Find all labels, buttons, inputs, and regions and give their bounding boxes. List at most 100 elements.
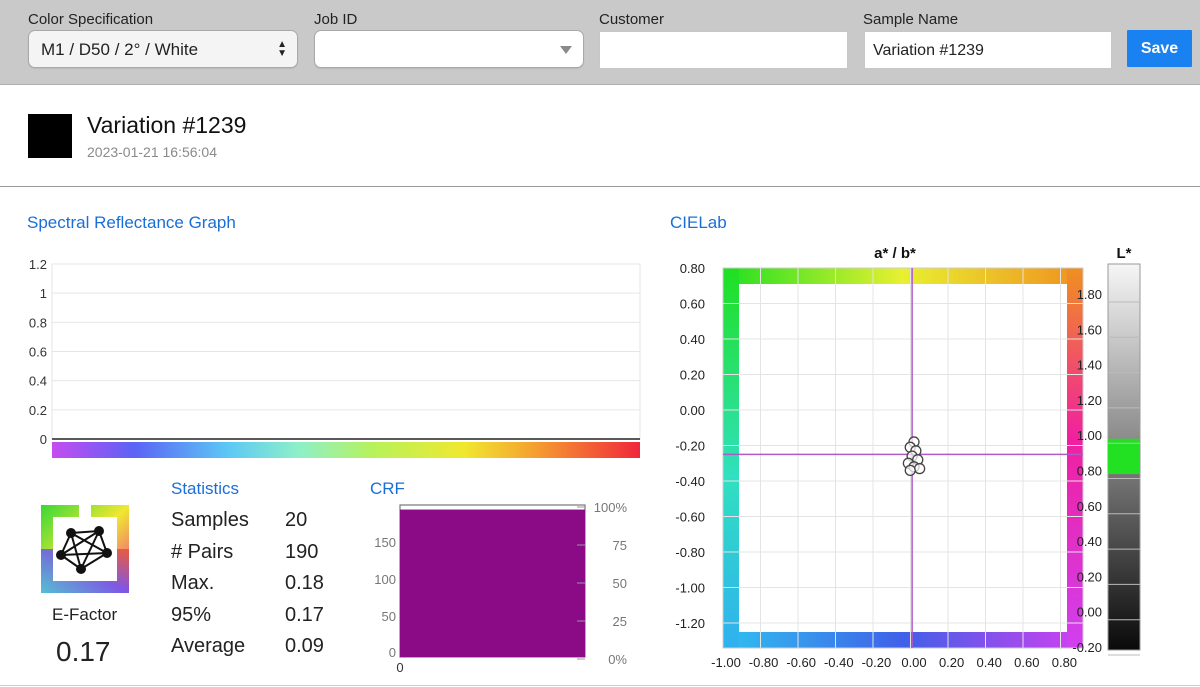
spectral-y-tick: 0.8	[29, 315, 47, 330]
ab-y-tick: -0.80	[675, 545, 705, 560]
l-tick: 1.60	[1077, 322, 1102, 337]
spectral-y-ticks: 1.2 1 0.8 0.6 0.4 0.2 0	[29, 257, 47, 447]
ab-data-point	[913, 462, 926, 475]
customer-input[interactable]	[599, 31, 848, 69]
ab-x-tick: 0.00	[901, 655, 926, 670]
ab-band-right	[1067, 268, 1083, 648]
color-swatch	[28, 114, 72, 158]
ab-x-tick: 0.40	[977, 655, 1002, 670]
chevron-down-icon	[560, 46, 572, 54]
l-tick: 0.80	[1077, 464, 1102, 479]
crf-left-tick: 100	[374, 572, 396, 587]
crf-right-tick: 50	[613, 576, 627, 591]
l-axis-title: L*	[1117, 245, 1132, 262]
ab-x-tick: 0.60	[1014, 655, 1039, 670]
l-tick: 1.00	[1077, 428, 1102, 443]
spectral-y-tick: 1.2	[29, 257, 47, 272]
ab-band-top	[723, 268, 1083, 284]
ab-frame	[722, 267, 1084, 649]
ab-y-tick: -0.40	[675, 474, 705, 489]
job-id-select[interactable]	[314, 30, 584, 68]
spectral-graph: 1.2 1 0.8 0.6 0.4 0.2 0	[29, 257, 641, 458]
ab-x-tick: 0.20	[939, 655, 964, 670]
spectral-y-tick: 0.2	[29, 403, 47, 418]
ab-axis-title: a* / b*	[874, 245, 916, 262]
spectral-y-tick: 0	[40, 432, 47, 447]
customer-label: Customer	[599, 11, 665, 28]
ab-x-tick: -0.60	[786, 655, 816, 670]
l-tick: 1.20	[1077, 393, 1102, 408]
crf-right-tick: 100%	[594, 500, 628, 515]
crf-right-tick: 75	[613, 538, 627, 553]
ab-x-tick: -0.40	[824, 655, 854, 670]
sample-timestamp: 2023-01-21 16:56:04	[87, 144, 217, 160]
cielab-title: CIELab	[670, 213, 727, 232]
ab-y-tick: 0.60	[680, 297, 705, 312]
stat-value: 0.09	[285, 635, 324, 657]
stat-label: 95%	[171, 603, 212, 626]
ab-plot-area	[739, 284, 1067, 632]
stat-label: Max.	[171, 572, 215, 594]
stat-label: Average	[171, 635, 246, 657]
divider	[0, 186, 1200, 187]
ab-x-tick: -0.80	[749, 655, 779, 670]
stat-value: 0.18	[285, 572, 324, 594]
l-tick: 1.80	[1077, 287, 1102, 302]
crf-left-tick: 50	[382, 609, 396, 624]
ab-y-tick: -1.20	[675, 616, 705, 631]
ab-data-point	[904, 464, 916, 477]
ab-x-tick: -1.00	[711, 655, 741, 670]
ab-y-tick: 0.40	[680, 332, 705, 347]
l-tick: -0.20	[1072, 640, 1102, 655]
statistics-title: Statistics	[171, 479, 240, 498]
efactor-logo	[41, 505, 129, 593]
spectral-y-tick: 0.6	[29, 345, 47, 360]
spectral-title: Spectral Reflectance Graph	[27, 213, 236, 232]
ab-band-left	[723, 268, 739, 648]
ab-x-tick: 0.80	[1052, 655, 1077, 670]
stat-label: Samples	[171, 509, 249, 531]
l-tick: 1.40	[1077, 358, 1102, 373]
stat-value: 20	[285, 509, 308, 531]
crf-title: CRF	[370, 479, 405, 498]
l-tick: 0.40	[1077, 534, 1102, 549]
bottom-divider	[0, 685, 1200, 686]
spectral-y-tick: 1	[40, 286, 47, 301]
l-marker-band	[1108, 438, 1140, 475]
stat-label: # Pairs	[171, 540, 234, 563]
updown-arrows-icon: ▲ ▼	[277, 39, 287, 59]
crf-right-tick: 0%	[608, 652, 627, 667]
l-tick: 0.20	[1077, 569, 1102, 584]
ab-band-bottom	[723, 632, 1083, 648]
spectral-y-tick: 0.4	[29, 374, 47, 389]
cielab-chart: 0.80 0.60 0.40 0.20 0.00 -0.20 -0.40 -0.60 -0.80…	[675, 245, 1141, 670]
stat-value: 0.17	[285, 603, 324, 626]
crf-bar	[400, 509, 585, 657]
efactor-label: E-Factor	[52, 605, 118, 624]
ab-y-tick: 0.00	[680, 403, 705, 418]
efactor-value: 0.17	[56, 636, 111, 667]
crf-left-tick: 0	[389, 645, 396, 660]
ab-y-tick: -0.60	[675, 510, 705, 525]
crf-chart: 150 100 50 0 100% 75 50 25 0% 0	[374, 500, 628, 675]
network-icon	[60, 530, 108, 570]
spectral-grid	[51, 263, 641, 440]
ab-y-tick: -1.00	[675, 581, 705, 596]
sample-name-label: Sample Name	[863, 11, 959, 28]
stat-value: 190	[285, 540, 319, 563]
crf-x-tick: 0	[396, 660, 403, 675]
sample-name-input[interactable]: Variation #1239	[864, 31, 1112, 69]
l-tick: 0.00	[1077, 605, 1102, 620]
color-spec-label: Color Specification	[28, 11, 154, 28]
ab-y-tick: 0.20	[680, 368, 705, 383]
color-spec-select[interactable]: M1 / D50 / 2° / White ▲ ▼	[28, 30, 298, 68]
save-button[interactable]: Save	[1127, 30, 1192, 67]
l-tick: 0.60	[1077, 499, 1102, 514]
ab-y-tick: 0.80	[680, 261, 705, 276]
color-spec-value: M1 / D50 / 2° / White	[41, 40, 199, 59]
crf-right-tick: 25	[613, 614, 627, 629]
toolbar: Color Specification M1 / D50 / 2° / Whit…	[0, 0, 1200, 85]
ab-x-tick: -0.20	[862, 655, 892, 670]
sample-title: Variation #1239	[87, 112, 247, 138]
ab-y-tick: -0.20	[675, 439, 705, 454]
